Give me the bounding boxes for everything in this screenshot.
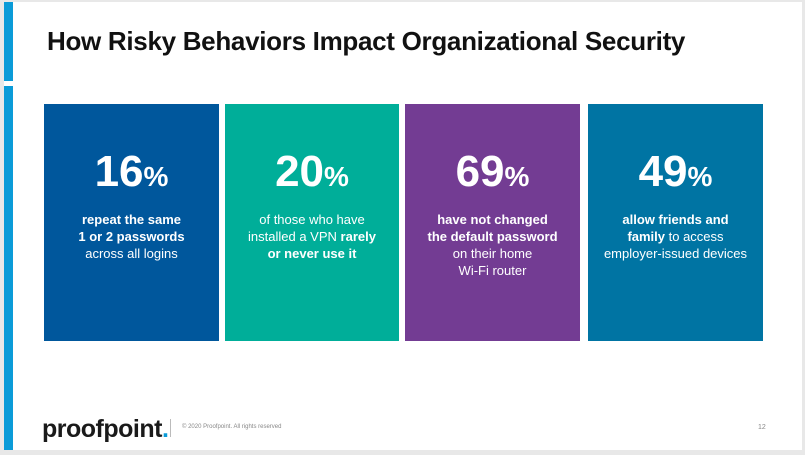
stat-unit: % xyxy=(687,161,713,192)
page-number: 12 xyxy=(758,424,766,431)
desc-regular: to access xyxy=(665,229,724,244)
desc-regular: of those who have xyxy=(259,212,365,227)
proofpoint-logo: proofpoint. xyxy=(42,415,169,444)
accent-bar-top xyxy=(4,2,13,81)
desc-regular: Wi-Fi router xyxy=(458,263,527,278)
stat-value: 49% xyxy=(588,148,763,201)
logo-dot: . xyxy=(161,415,169,443)
stat-value: 16% xyxy=(44,148,219,201)
desc-regular: employer-issued devices xyxy=(603,246,748,261)
stat-description: of those who have installed a VPN rarely… xyxy=(225,211,399,262)
accent-bar-bottom xyxy=(4,86,13,450)
stat-description: repeat the same 1 or 2 passwords across … xyxy=(44,211,219,262)
desc-bold: 1 or 2 passwords xyxy=(78,229,185,244)
stat-number: 69 xyxy=(455,147,505,196)
desc-bold: the default password xyxy=(427,229,558,244)
desc-bold: allow friends and xyxy=(622,212,729,227)
desc-regular: on their home xyxy=(452,246,533,261)
desc-bold: family xyxy=(627,229,666,244)
stat-value: 20% xyxy=(225,148,399,201)
stat-card-vpn: 20% of those who have installed a VPN ra… xyxy=(225,104,399,341)
desc-line: family to access xyxy=(588,228,763,245)
desc-line: or never use it xyxy=(225,245,399,262)
stat-card-router: 69% have not changed the default passwor… xyxy=(405,104,580,341)
desc-line: allow friends and xyxy=(588,211,763,228)
stat-description: allow friends and family to access emplo… xyxy=(588,211,763,262)
desc-line: 1 or 2 passwords xyxy=(44,228,219,245)
desc-bold: repeat the same xyxy=(82,212,181,227)
desc-regular: across all logins xyxy=(85,246,178,261)
stat-number: 16 xyxy=(94,147,144,196)
desc-line: repeat the same xyxy=(44,211,219,228)
desc-line: employer-issued devices xyxy=(588,245,763,262)
desc-line: on their home xyxy=(405,245,580,262)
stat-description: have not changed the default password on… xyxy=(405,211,580,279)
desc-line: Wi-Fi router xyxy=(405,262,580,279)
desc-line: of those who have xyxy=(225,211,399,228)
stat-value: 69% xyxy=(405,148,580,201)
stat-card-passwords: 16% repeat the same 1 or 2 passwords acr… xyxy=(44,104,219,341)
desc-bold: have not changed xyxy=(437,212,548,227)
stat-number: 20 xyxy=(275,147,325,196)
stat-unit: % xyxy=(504,161,530,192)
desc-line: across all logins xyxy=(44,245,219,262)
desc-bold: rarely xyxy=(340,229,376,244)
stat-card-devices: 49% allow friends and family to access e… xyxy=(588,104,763,341)
slide: How Risky Behaviors Impact Organizationa… xyxy=(4,2,802,450)
desc-line: installed a VPN rarely xyxy=(225,228,399,245)
stat-number: 49 xyxy=(638,147,688,196)
copyright-text: © 2020 Proofpoint. All rights reserved xyxy=(182,424,282,430)
stat-unit: % xyxy=(324,161,349,192)
desc-line: the default password xyxy=(405,228,580,245)
desc-line: have not changed xyxy=(405,211,580,228)
logo-text: proofpoint xyxy=(42,415,162,443)
desc-bold: or never use it xyxy=(267,246,357,261)
stat-unit: % xyxy=(143,161,169,192)
slide-title: How Risky Behaviors Impact Organizationa… xyxy=(47,26,686,56)
desc-regular: installed a VPN xyxy=(248,229,341,244)
footer-divider xyxy=(170,419,171,437)
